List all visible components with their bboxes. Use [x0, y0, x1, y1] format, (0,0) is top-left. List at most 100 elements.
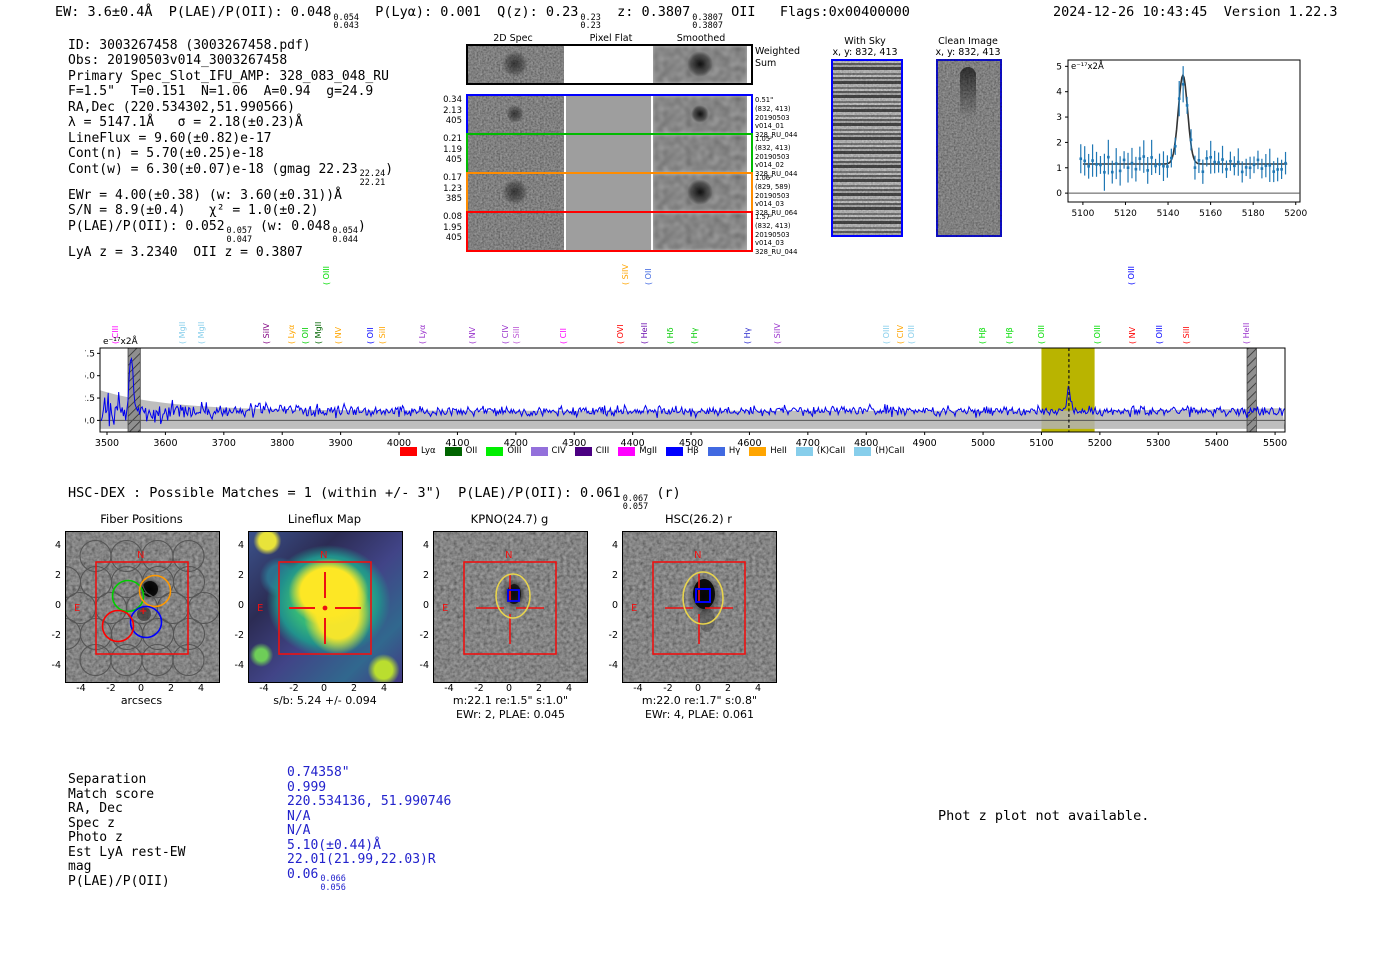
emission-line-label-HeII: ( HeII	[1241, 322, 1251, 344]
2d-spec-row	[466, 172, 753, 213]
emission-blob	[506, 105, 524, 123]
svg-text:5000: 5000	[971, 438, 995, 449]
emission-blob	[502, 51, 528, 77]
match-table-values: 0.74358" 0.999 220.534136, 51.990746 N/A N/A…	[287, 765, 452, 894]
2d-row-right-labels: Weighted Sum	[755, 46, 800, 70]
xtick-label: -4	[444, 683, 454, 694]
text-segment: 220.534136, 51.990746	[287, 794, 452, 810]
legend-item-Hβ: Hβ	[666, 446, 699, 456]
emission-line-label-OIII: ( OIII	[1154, 324, 1164, 344]
svg-text:5200: 5200	[1284, 209, 1307, 219]
svg-text:N: N	[694, 550, 701, 561]
text-segment: 0.74358"	[287, 765, 350, 780]
ytick-label: -4	[51, 660, 61, 671]
legend-label: MgII	[639, 446, 658, 456]
svg-text:3600: 3600	[153, 438, 177, 449]
sup-sub-stack: 0.067 0.057	[622, 493, 649, 513]
legend-item-OIII: OIII	[486, 446, 522, 456]
legend-item-(K)CaII: (K)CaII	[795, 446, 845, 456]
legend-swatch	[666, 446, 684, 456]
sup-sub-stack: 0.066 0.056	[320, 874, 346, 894]
text-segment: )	[358, 218, 366, 234]
emission-line-label-NV: ( NV	[334, 326, 344, 344]
2d-spec-row	[466, 94, 753, 135]
svg-text:2.5: 2.5	[85, 394, 95, 404]
ytick-label: -2	[234, 630, 244, 641]
text-segment: S/N = 8.9(±0.4) χ² = 1.0(±0.2)	[68, 203, 319, 219]
2d-row-right-labels: 0.51" (832, 413) 20190503 v014_01 328_RU_044	[755, 96, 798, 140]
ytick-label: 0	[611, 600, 618, 611]
hsc-overlay: N E	[631, 550, 746, 655]
svg-text:1: 1	[1056, 164, 1062, 174]
legend-swatch	[400, 446, 417, 456]
text-segment: LyA z = 3.2340 OII z = 0.3807	[68, 245, 303, 261]
fiber-positions-plot: + N E	[65, 531, 220, 683]
sup-sub-stack: 0.054 0.044	[332, 226, 359, 246]
info-line: Cont(n) = 5.70(±0.25)e-18	[68, 146, 393, 161]
svg-text:5: 5	[1056, 62, 1062, 72]
legend-swatch	[749, 446, 767, 456]
kpno-g-title: KPNO(24.7) g	[470, 512, 549, 526]
hsc-caption-2: EWr: 4, PLAE: 0.061	[644, 708, 755, 721]
ytick-label: 2	[611, 570, 618, 581]
svg-text:N: N	[137, 550, 144, 561]
with-sky-coords: x, y: 832, 413	[832, 47, 898, 58]
2d-cell	[468, 174, 564, 211]
info-line: EWr = 4.00(±0.38) (w: 3.60(±0.31))Å	[68, 188, 393, 203]
clean-image	[936, 59, 1002, 237]
text-segment: ID: 3003267458 (3003267458.pdf)	[68, 38, 311, 53]
text-segment: P(Lyα): 0.001 Q(z): 0.23	[358, 4, 579, 20]
emission-blob	[502, 179, 528, 205]
text-segment: P(LAE)/P(OII): 0.052	[68, 218, 225, 234]
sky-noise-overlay	[833, 61, 901, 235]
svg-text:4000: 4000	[387, 438, 411, 449]
emission-blob	[687, 51, 713, 77]
svg-text:E: E	[74, 603, 80, 614]
legend-item-CIII: CIII	[574, 446, 609, 456]
emission-line-label-SiII: ( SiII	[377, 326, 387, 344]
emission-line-label-CII: ( CII	[559, 328, 569, 344]
version-label: Version 1.22.3	[1223, 4, 1338, 20]
svg-text:E: E	[442, 603, 448, 614]
info-line: Obs: 20190503v014_3003267458	[68, 53, 393, 68]
svg-text:E: E	[257, 603, 263, 614]
svg-text:4400: 4400	[621, 438, 645, 449]
smoothed-cell	[653, 135, 747, 172]
text-segment: LineFlux = 9.60(±0.82)e-17	[68, 130, 272, 146]
ytick-label: 0	[422, 600, 429, 611]
emission-blob	[691, 105, 709, 123]
match-value: 22.01(21.99,22.03)R	[287, 853, 451, 868]
match-value: 5.10(±0.44)Å	[287, 838, 451, 854]
ytick-label: 0	[54, 600, 61, 611]
legend-item-CIV: CIV	[530, 446, 566, 456]
xtick-label: -2	[106, 683, 116, 694]
xtick-label: -2	[663, 683, 673, 694]
lineflux-caption: s/b: 5.24 +/- 0.094	[273, 694, 377, 707]
flat-cell	[564, 213, 653, 250]
svg-text:4800: 4800	[854, 438, 878, 449]
legend-label: OIII	[507, 446, 522, 456]
emission-line-label-Lyα: ( Lyα	[418, 324, 428, 344]
xtick-label: 4	[197, 683, 205, 694]
ytick-label: -2	[51, 630, 61, 641]
sky-stripes	[833, 61, 901, 235]
xtick-label: -2	[474, 683, 484, 694]
2d-row-left-labels: 0.34 2.13 405	[443, 95, 462, 127]
legend-label: OII	[465, 446, 478, 456]
svg-text:+: +	[139, 606, 147, 617]
emission-line-label-Hδ: ( Hδ	[665, 327, 675, 344]
xtick-label: -4	[259, 683, 269, 694]
info-line: LineFlux = 9.60(±0.82)e-17	[68, 131, 393, 146]
col-header-pixel-flat: Pixel Flat	[589, 33, 633, 44]
svg-text:4300: 4300	[562, 438, 586, 449]
legend-swatch	[574, 446, 592, 456]
2d-row-left-labels: 0.21 1.19 405	[443, 134, 462, 166]
hsc-dex-match-line: HSC-DEX : Possible Matches = 1 (within +…	[68, 485, 681, 512]
svg-text:3: 3	[1056, 113, 1062, 123]
with-sky-title: With Sky	[844, 36, 886, 47]
2d-spec-row	[466, 133, 753, 174]
match-value: N/A	[287, 823, 451, 839]
svg-text:5400: 5400	[1205, 438, 1229, 449]
line-fit-plot: 5100 5120 5140 5160 5180 5200 0 1 2 3 4 5 e⁻¹⁷x2Å	[1056, 59, 1307, 219]
